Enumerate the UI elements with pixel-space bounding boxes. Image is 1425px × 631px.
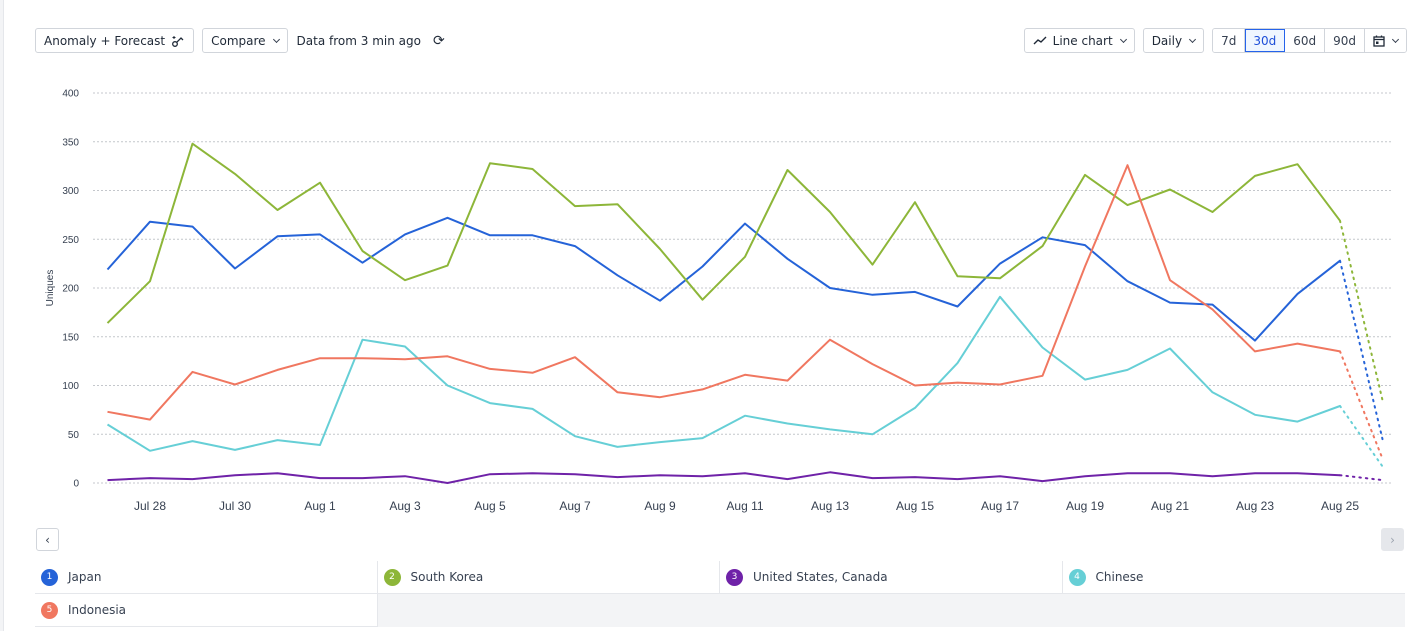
forecast-line-japan <box>1339 259 1384 441</box>
anomaly-wand-icon <box>172 35 184 47</box>
data-freshness-status: Data from 3 min ago <box>296 33 421 48</box>
x-tick-label: Aug 25 <box>1321 499 1359 513</box>
legend-label: South Korea <box>410 570 484 584</box>
series-lines <box>106 142 1384 484</box>
series-line-south-korea[interactable] <box>106 142 1341 324</box>
x-tick-label: Aug 9 <box>644 499 676 513</box>
chart-controls: Line chart Daily 7d 30d 60d 90d <box>1023 28 1407 53</box>
legend: 1 Japan 2 South Korea 3 United States, C… <box>35 561 1405 627</box>
series-line-united-states-canada[interactable] <box>107 471 1341 484</box>
x-tick-label: Aug 3 <box>389 499 421 513</box>
chart-type-label: Line chart <box>1052 33 1113 48</box>
x-tick-label: Aug 5 <box>474 499 506 513</box>
toolbar: Anomaly + Forecast Compare Data from 3 m… <box>35 28 1407 53</box>
calendar-icon <box>1373 35 1385 47</box>
legend-item-united-states-canada[interactable]: 3 United States, Canada <box>720 561 1063 594</box>
legend-item-south-korea[interactable]: 2 South Korea <box>377 561 720 594</box>
y-tick-label: 100 <box>62 381 79 392</box>
date-range-selector: 7d 30d 60d 90d <box>1212 28 1407 53</box>
legend-label: Indonesia <box>68 603 127 617</box>
custom-date-button[interactable] <box>1365 29 1406 52</box>
line-chart-icon <box>1033 36 1047 44</box>
legend-label: United States, Canada <box>753 570 888 584</box>
series-line-chinese[interactable] <box>106 295 1341 452</box>
forecast-line-united-states-canada <box>1339 474 1384 482</box>
anomaly-forecast-label: Anomaly + Forecast <box>44 33 166 48</box>
x-tick-label: Aug 23 <box>1236 499 1274 513</box>
x-tick-label: Aug 21 <box>1151 499 1189 513</box>
legend-item-chinese[interactable]: 4 Chinese <box>1062 561 1405 594</box>
y-axis-ticks: 0 50 100 150 200 250 300 350 400 <box>62 89 79 490</box>
x-tick-label: Aug 11 <box>726 499 763 513</box>
legend-item-indonesia[interactable]: 5 Indonesia <box>35 594 378 627</box>
x-tick-label: Jul 28 <box>134 499 166 513</box>
series-badge: 1 <box>41 568 58 586</box>
x-tick-label: Aug 19 <box>1066 499 1104 513</box>
series-badge: 5 <box>41 601 58 619</box>
y-tick-label: 200 <box>62 284 79 295</box>
forecast-line-chinese <box>1339 404 1384 468</box>
legend-item-japan[interactable]: 1 Japan <box>35 561 378 594</box>
refresh-icon[interactable]: ⟳ <box>432 32 445 49</box>
range-90d-button[interactable]: 90d <box>1325 29 1365 52</box>
x-axis-ticks: Jul 28 Jul 30 Aug 1 Aug 3 Aug 5 Aug 7 Aug 9 Aug… <box>134 499 1359 513</box>
y-tick-label: 50 <box>68 430 80 441</box>
x-tick-label: Aug 1 <box>304 499 336 513</box>
x-tick-label: Aug 7 <box>559 499 591 513</box>
y-tick-label: 0 <box>73 479 79 490</box>
legend-label: Japan <box>68 570 102 584</box>
grid-lines <box>93 92 1393 484</box>
y-tick-label: 150 <box>62 332 79 343</box>
legend-empty-area <box>378 594 1405 627</box>
interval-dropdown[interactable]: Daily <box>1142 28 1205 53</box>
compare-button[interactable]: Compare <box>202 28 288 53</box>
compare-label: Compare <box>211 33 266 48</box>
x-tick-label: Aug 15 <box>896 499 934 513</box>
series-badge: 2 <box>383 568 401 586</box>
x-tick-label: Jul 30 <box>219 499 251 513</box>
legend-row: 5 Indonesia <box>35 594 1405 627</box>
series-line-japan[interactable] <box>106 216 1341 342</box>
forecast-line-indonesia <box>1339 350 1384 460</box>
y-tick-label: 250 <box>62 235 79 246</box>
scroll-right-button[interactable]: › <box>1381 528 1404 551</box>
legend-row: 1 Japan 2 South Korea 3 United States, C… <box>35 561 1405 594</box>
series-line-indonesia[interactable] <box>107 164 1341 421</box>
forecast-line-south-korea <box>1339 219 1384 402</box>
series-badge: 4 <box>1068 568 1086 586</box>
x-tick-label: Aug 17 <box>981 499 1019 513</box>
y-tick-label: 300 <box>62 186 79 197</box>
y-tick-label: 350 <box>62 137 79 148</box>
range-30d-button[interactable]: 30d <box>1245 29 1286 52</box>
interval-label: Daily <box>1151 33 1183 48</box>
scroll-left-button[interactable]: ‹ <box>36 528 59 551</box>
anomaly-forecast-button[interactable]: Anomaly + Forecast <box>35 28 195 53</box>
range-7d-button[interactable]: 7d <box>1213 29 1246 52</box>
range-60d-button[interactable]: 60d <box>1285 29 1326 52</box>
x-tick-label: Aug 13 <box>811 499 849 513</box>
y-axis-label: Uniques <box>45 270 56 307</box>
series-badge: 3 <box>726 568 743 586</box>
legend-label: Chinese <box>1095 570 1144 584</box>
chart-type-dropdown[interactable]: Line chart <box>1023 28 1135 53</box>
left-border <box>0 0 4 631</box>
y-tick-label: 400 <box>62 89 79 100</box>
